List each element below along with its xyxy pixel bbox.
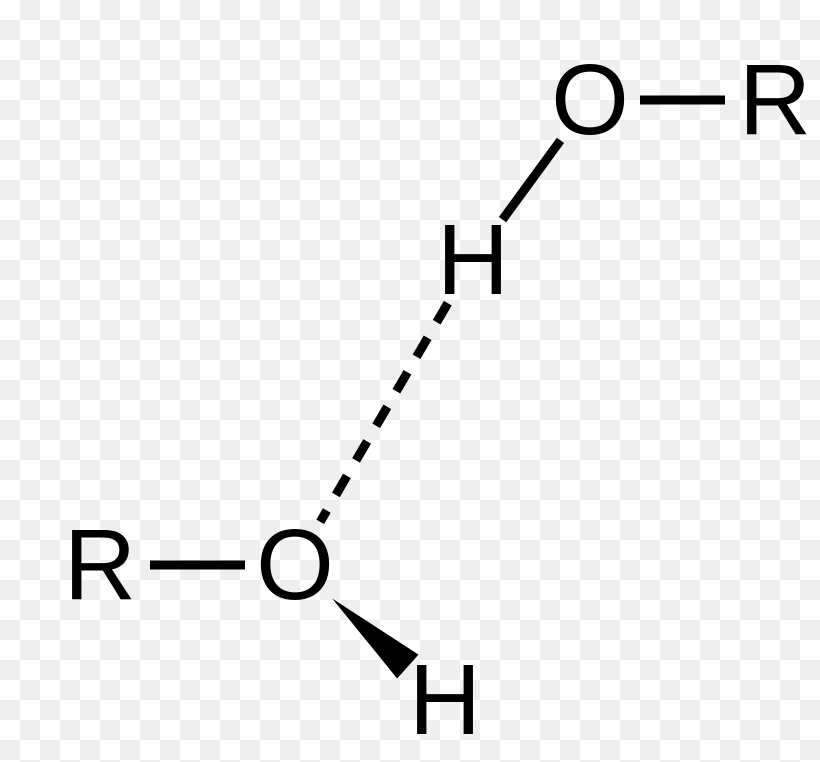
- atom-R-bottom-left: R: [64, 515, 136, 615]
- atom-H-middle: H: [437, 210, 509, 310]
- bond-wedge: [332, 598, 418, 678]
- atom-H-bottom-right: H: [409, 650, 481, 750]
- atom-O-bottom-left: O: [256, 515, 334, 615]
- atom-O-top-right: O: [551, 50, 629, 150]
- atom-R-top-right: R: [739, 50, 811, 150]
- chemical-diagram: R O H O R H: [0, 0, 820, 762]
- bond-dashed: [320, 303, 448, 522]
